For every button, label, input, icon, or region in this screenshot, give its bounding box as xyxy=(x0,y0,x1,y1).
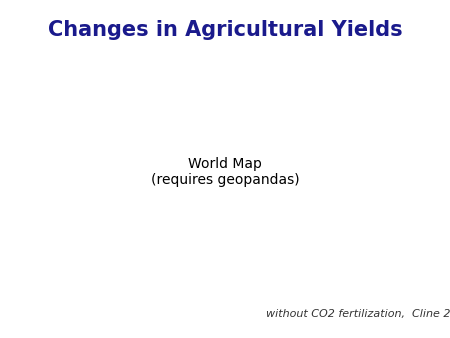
Text: without CO2 fertilization,  Cline 2007: without CO2 fertilization, Cline 2007 xyxy=(266,309,450,319)
Text: World Map
(requires geopandas): World Map (requires geopandas) xyxy=(151,157,299,188)
Text: Changes in Agricultural Yields: Changes in Agricultural Yields xyxy=(48,20,402,40)
